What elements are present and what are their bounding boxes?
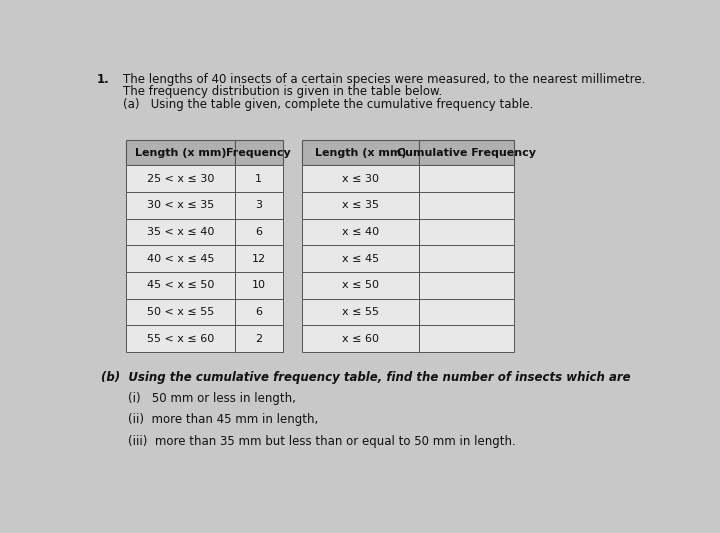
Bar bbox=[235, 272, 282, 298]
Bar bbox=[302, 325, 419, 352]
Text: Cumulative Frequency: Cumulative Frequency bbox=[397, 148, 536, 158]
Text: 12: 12 bbox=[252, 254, 266, 264]
Bar bbox=[419, 165, 514, 192]
Bar bbox=[235, 298, 282, 325]
Text: (ii)  more than 45 mm in length,: (ii) more than 45 mm in length, bbox=[128, 413, 318, 426]
Text: x ≤ 30: x ≤ 30 bbox=[342, 174, 379, 184]
Bar bbox=[126, 298, 235, 325]
Text: (i)   50 mm or less in length,: (i) 50 mm or less in length, bbox=[128, 392, 296, 405]
Text: Length (x mm): Length (x mm) bbox=[135, 148, 226, 158]
Bar bbox=[302, 245, 419, 272]
Bar bbox=[235, 325, 282, 352]
Text: 45 < x ≤ 50: 45 < x ≤ 50 bbox=[147, 280, 215, 290]
Text: 3: 3 bbox=[256, 200, 262, 211]
Text: 35 < x ≤ 40: 35 < x ≤ 40 bbox=[147, 227, 215, 237]
Bar bbox=[302, 192, 419, 219]
Text: The lengths of 40 insects of a certain species were measured, to the nearest mil: The lengths of 40 insects of a certain s… bbox=[124, 73, 646, 86]
Bar bbox=[235, 245, 282, 272]
Bar bbox=[419, 192, 514, 219]
Bar bbox=[126, 140, 235, 165]
Bar bbox=[126, 325, 235, 352]
Bar bbox=[302, 298, 419, 325]
Text: 10: 10 bbox=[252, 280, 266, 290]
Bar bbox=[126, 272, 235, 298]
Bar bbox=[126, 245, 235, 272]
Bar bbox=[302, 140, 419, 165]
Text: 6: 6 bbox=[256, 307, 262, 317]
Bar bbox=[419, 298, 514, 325]
Bar bbox=[235, 219, 282, 245]
Text: Length (x mm): Length (x mm) bbox=[315, 148, 406, 158]
Text: x ≤ 55: x ≤ 55 bbox=[342, 307, 379, 317]
Text: 1: 1 bbox=[256, 174, 262, 184]
Bar bbox=[302, 219, 419, 245]
Text: The frequency distribution is given in the table below.: The frequency distribution is given in t… bbox=[124, 85, 443, 98]
Text: 6: 6 bbox=[256, 227, 262, 237]
Bar bbox=[126, 165, 235, 192]
Text: x ≤ 40: x ≤ 40 bbox=[342, 227, 379, 237]
Bar bbox=[126, 192, 235, 219]
Bar bbox=[302, 272, 419, 298]
Bar bbox=[419, 272, 514, 298]
Text: 30 < x ≤ 35: 30 < x ≤ 35 bbox=[147, 200, 215, 211]
Bar bbox=[302, 165, 419, 192]
Text: 2: 2 bbox=[255, 334, 262, 344]
Text: x ≤ 60: x ≤ 60 bbox=[342, 334, 379, 344]
Text: 1.: 1. bbox=[96, 73, 109, 86]
Bar bbox=[126, 219, 235, 245]
Text: (b)  Using the cumulative frequency table, find the number of insects which are: (b) Using the cumulative frequency table… bbox=[101, 370, 631, 384]
Text: (a)   Using the table given, complete the cumulative frequency table.: (a) Using the table given, complete the … bbox=[124, 98, 534, 111]
Bar bbox=[235, 192, 282, 219]
Text: 55 < x ≤ 60: 55 < x ≤ 60 bbox=[147, 334, 215, 344]
Bar bbox=[419, 245, 514, 272]
Text: Frequency: Frequency bbox=[226, 148, 291, 158]
Bar bbox=[235, 165, 282, 192]
Text: 25 < x ≤ 30: 25 < x ≤ 30 bbox=[147, 174, 215, 184]
Text: (iii)  more than 35 mm but less than or equal to 50 mm in length.: (iii) more than 35 mm but less than or e… bbox=[128, 434, 516, 448]
Text: x ≤ 50: x ≤ 50 bbox=[342, 280, 379, 290]
Bar bbox=[235, 140, 282, 165]
Text: 50 < x ≤ 55: 50 < x ≤ 55 bbox=[147, 307, 215, 317]
Bar bbox=[419, 140, 514, 165]
Text: x ≤ 45: x ≤ 45 bbox=[342, 254, 379, 264]
Bar bbox=[419, 219, 514, 245]
Text: x ≤ 35: x ≤ 35 bbox=[342, 200, 379, 211]
Bar bbox=[419, 325, 514, 352]
Text: 40 < x ≤ 45: 40 < x ≤ 45 bbox=[147, 254, 215, 264]
